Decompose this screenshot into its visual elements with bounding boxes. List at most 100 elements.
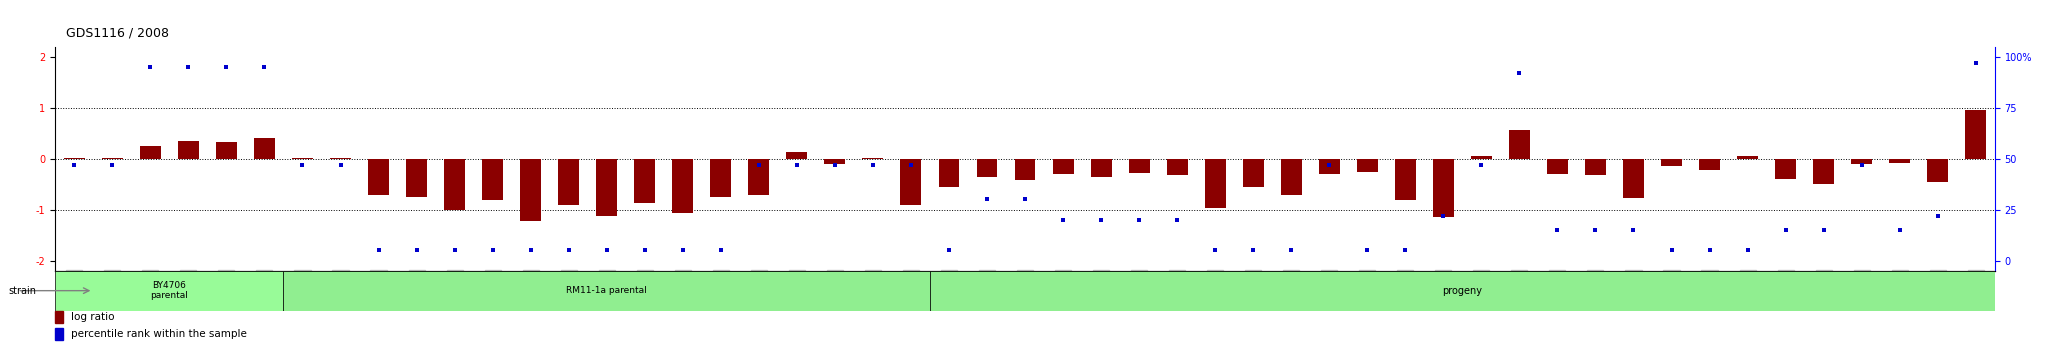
Point xyxy=(590,248,623,253)
FancyBboxPatch shape xyxy=(930,271,1995,310)
Point xyxy=(477,248,510,253)
Bar xyxy=(1358,159,1378,172)
Point xyxy=(1503,70,1536,76)
Bar xyxy=(1280,159,1303,195)
Bar xyxy=(1204,159,1225,208)
Point xyxy=(1198,248,1231,253)
Point xyxy=(1655,248,1688,253)
Text: RM11-1a parental: RM11-1a parental xyxy=(567,286,647,295)
Bar xyxy=(1851,159,1872,164)
Bar xyxy=(901,159,922,205)
Point xyxy=(96,162,129,168)
Bar xyxy=(1888,159,1911,163)
Bar xyxy=(55,328,63,340)
Bar xyxy=(444,159,465,210)
Point xyxy=(629,248,662,253)
Point xyxy=(553,248,586,253)
Bar xyxy=(938,159,958,187)
Point xyxy=(133,64,166,70)
Bar xyxy=(139,146,162,159)
Point xyxy=(856,162,889,168)
Bar xyxy=(559,159,580,205)
Bar xyxy=(635,159,655,203)
Point xyxy=(1464,162,1497,168)
Bar xyxy=(406,159,428,197)
Bar xyxy=(1776,159,1796,179)
Point xyxy=(1694,248,1726,253)
Bar xyxy=(63,158,84,159)
Point xyxy=(324,162,356,168)
Bar xyxy=(55,310,63,323)
Bar xyxy=(786,151,807,159)
Bar xyxy=(1585,159,1606,175)
Point xyxy=(666,248,698,253)
Bar xyxy=(1243,159,1264,187)
Text: percentile rank within the sample: percentile rank within the sample xyxy=(70,329,246,339)
Point xyxy=(172,64,205,70)
Bar xyxy=(102,158,123,159)
Bar xyxy=(1812,159,1835,184)
Point xyxy=(1540,227,1573,233)
Point xyxy=(1845,162,1878,168)
Bar xyxy=(520,159,541,221)
Bar xyxy=(1927,159,1948,182)
Point xyxy=(438,248,471,253)
Point xyxy=(1313,162,1346,168)
Bar xyxy=(330,158,350,159)
Bar xyxy=(1966,110,1987,159)
Bar xyxy=(1167,159,1188,175)
Bar xyxy=(1014,159,1036,180)
Bar xyxy=(1319,159,1339,174)
Bar xyxy=(254,138,274,159)
Point xyxy=(1884,227,1917,233)
Bar xyxy=(1053,159,1073,174)
Bar xyxy=(1434,159,1454,217)
Text: BY4706
parental: BY4706 parental xyxy=(150,281,188,300)
Bar xyxy=(481,159,504,200)
Point xyxy=(514,248,547,253)
Point xyxy=(1731,248,1763,253)
Bar xyxy=(1092,159,1112,177)
Point xyxy=(819,162,852,168)
Bar xyxy=(1128,159,1149,173)
Bar xyxy=(1622,159,1645,198)
Point xyxy=(248,64,281,70)
Text: strain: strain xyxy=(8,286,37,296)
Bar xyxy=(293,158,313,159)
Point xyxy=(895,162,928,168)
Bar xyxy=(1470,156,1491,159)
Point xyxy=(1085,217,1118,223)
Point xyxy=(1122,217,1155,223)
Text: progeny: progeny xyxy=(1442,286,1483,296)
Point xyxy=(1352,248,1384,253)
Bar xyxy=(1700,159,1720,170)
Point xyxy=(211,64,244,70)
Bar xyxy=(596,159,616,216)
Text: GDS1116 / 2008: GDS1116 / 2008 xyxy=(66,27,168,40)
Point xyxy=(1389,248,1421,253)
Bar xyxy=(1395,159,1415,200)
Point xyxy=(1579,227,1612,233)
Point xyxy=(287,162,319,168)
Point xyxy=(1427,213,1460,218)
Point xyxy=(705,248,737,253)
Bar xyxy=(711,159,731,197)
Bar xyxy=(1661,159,1681,166)
Point xyxy=(1047,217,1079,223)
Point xyxy=(1010,197,1042,202)
Point xyxy=(399,248,432,253)
FancyBboxPatch shape xyxy=(283,271,930,310)
Bar xyxy=(1509,130,1530,159)
Point xyxy=(362,248,395,253)
Point xyxy=(1960,60,1993,66)
Point xyxy=(1806,227,1839,233)
Bar xyxy=(178,141,199,159)
Bar xyxy=(672,159,692,213)
Text: log ratio: log ratio xyxy=(70,312,115,322)
Point xyxy=(1274,248,1307,253)
Bar xyxy=(1737,156,1757,159)
Bar xyxy=(862,158,883,159)
Point xyxy=(780,162,813,168)
Bar xyxy=(825,159,846,164)
Bar xyxy=(1546,159,1569,174)
